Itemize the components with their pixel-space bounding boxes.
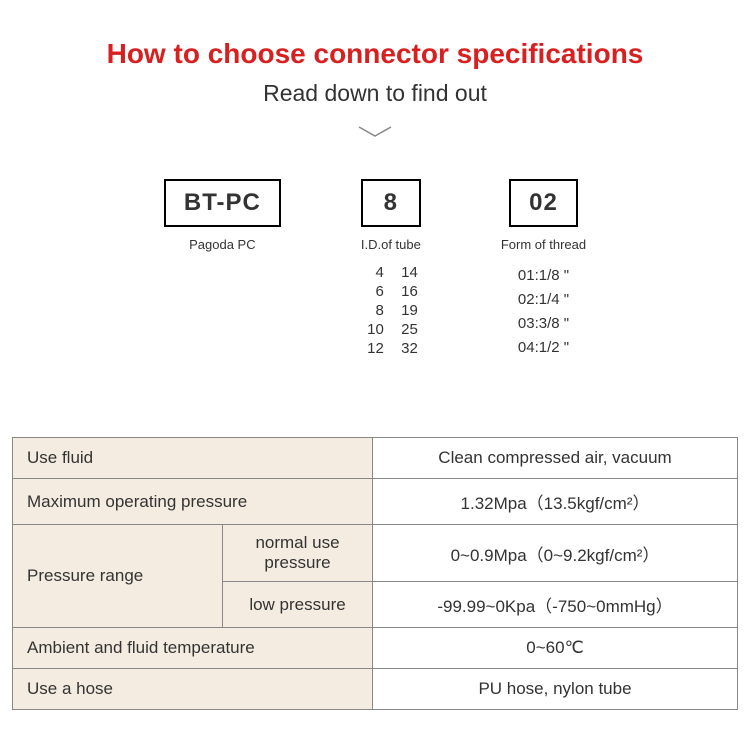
page-subtitle: Read down to find out <box>0 80 750 107</box>
thread-box: 02 <box>509 179 578 227</box>
spec-sublabel: normal use pressure <box>223 525 373 582</box>
spec-value: PU hose, nylon tube <box>373 669 738 710</box>
spec-label: Use a hose <box>13 669 373 710</box>
model-col-series: BT-PC Pagoda PC <box>164 179 281 360</box>
tube-cell: 16 <box>398 283 418 300</box>
spec-value: 0~0.9Mpa（0~9.2kgf/cm²） <box>373 525 738 582</box>
model-col-thread: 02 Form of thread 01:1/8 " 02:1/4 " 03:3… <box>501 179 586 360</box>
series-label: Pagoda PC <box>189 237 256 252</box>
model-col-tube: 8 I.D.of tube 4 14 6 16 8 19 10 25 12 32 <box>361 179 421 360</box>
spec-sublabel: low pressure <box>223 582 373 628</box>
tube-cell: 6 <box>364 283 384 300</box>
thread-list: 01:1/8 " 02:1/4 " 03:3/8 " 04:1/2 " <box>518 264 569 360</box>
header: How to choose connector specifications R… <box>0 0 750 139</box>
model-code-row: BT-PC Pagoda PC 8 I.D.of tube 4 14 6 16 … <box>0 179 750 360</box>
tube-cell: 19 <box>398 302 418 319</box>
spec-label: Pressure range <box>13 525 223 628</box>
tube-cell: 10 <box>364 321 384 338</box>
tube-box: 8 <box>361 179 421 227</box>
tube-cell: 12 <box>364 340 384 357</box>
tube-size-grid: 4 14 6 16 8 19 10 25 12 32 <box>364 264 418 357</box>
spec-label: Maximum operating pressure <box>13 479 373 525</box>
thread-item: 04:1/2 " <box>518 336 569 360</box>
spec-value: Clean compressed air, vacuum <box>373 438 738 479</box>
thread-item: 02:1/4 " <box>518 288 569 312</box>
spec-label: Ambient and fluid temperature <box>13 628 373 669</box>
spec-table: Use fluid Clean compressed air, vacuum M… <box>12 437 738 710</box>
tube-label: I.D.of tube <box>361 237 421 252</box>
spec-value: 1.32Mpa（13.5kgf/cm²） <box>373 479 738 525</box>
thread-item: 03:3/8 " <box>518 312 569 336</box>
page-title: How to choose connector specifications <box>0 38 750 70</box>
series-box: BT-PC <box>164 179 281 227</box>
thread-label: Form of thread <box>501 237 586 252</box>
chevron-down-icon <box>355 125 395 139</box>
spec-value: 0~60℃ <box>373 628 738 669</box>
thread-item: 01:1/8 " <box>518 264 569 288</box>
tube-cell: 32 <box>398 340 418 357</box>
spec-label: Use fluid <box>13 438 373 479</box>
tube-cell: 8 <box>364 302 384 319</box>
tube-cell: 14 <box>398 264 418 281</box>
tube-cell: 25 <box>398 321 418 338</box>
tube-cell: 4 <box>364 264 384 281</box>
spec-value: -99.99~0Kpa（-750~0mmHg） <box>373 582 738 628</box>
